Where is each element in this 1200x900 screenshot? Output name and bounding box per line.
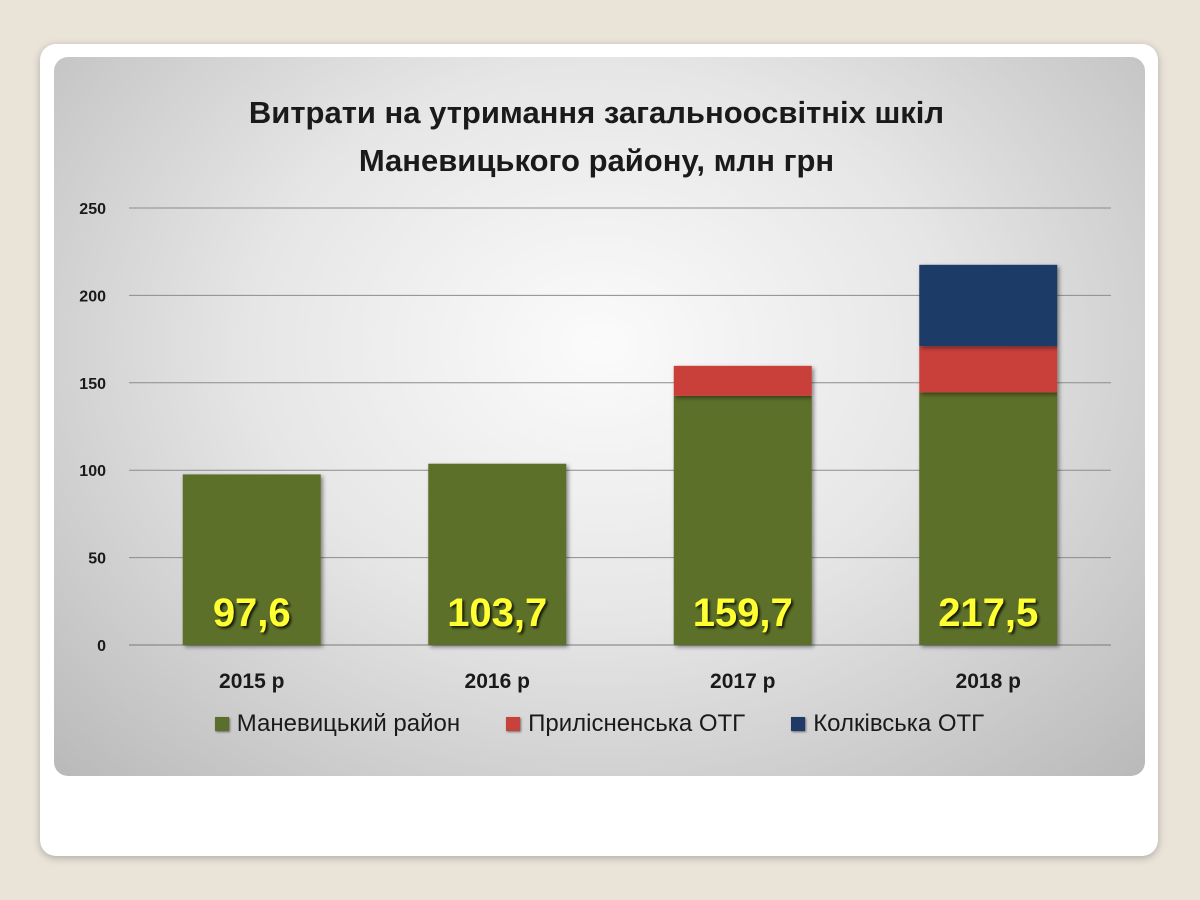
chart-title-line-1: Витрати на утримання загальноосвітніх шк… xyxy=(248,95,945,130)
x-tick-label-1: 2015 р xyxy=(219,670,284,693)
legend-item-kolkivska: Колківська ОТГ xyxy=(791,710,984,738)
bar-2-4 xyxy=(919,346,1058,393)
x-tick-label-2: 2016 р xyxy=(465,670,530,693)
x-tick-label-4: 2018 р xyxy=(956,670,1021,693)
legend-label-prylisnenska: Прилісненська ОТГ xyxy=(528,710,746,737)
legend-label-manevytskyi: Маневицький район xyxy=(236,710,461,737)
bar-2-3 xyxy=(673,365,812,396)
legend-swatch-manevytskyi xyxy=(214,717,229,731)
bar-1-2 xyxy=(428,463,567,645)
chart-panel: Витрати на утримання загальноосвітніх шк… xyxy=(54,57,1145,776)
legend-item-prylisnenska: Прилісненська ОТГ xyxy=(506,710,745,738)
data-label-total-4: 217,5 xyxy=(938,591,1038,635)
legend-label-kolkivska: Колківська ОТГ xyxy=(813,710,985,737)
legend-swatch-prylisnenska xyxy=(506,717,521,731)
data-label-total-2: 103,7 xyxy=(447,591,547,635)
chart-plot-area: 0 50 100 150 200 250 2015 р 97,6 2016 р 103,7 201… xyxy=(79,201,1111,693)
bar-1-3 xyxy=(673,395,812,645)
chart-title: Витрати на утримання загальноосвітніх шк… xyxy=(54,89,1139,185)
legend-swatch-kolkivska xyxy=(791,717,806,731)
bar-1-4 xyxy=(919,392,1058,645)
data-label-total-3: 159,7 xyxy=(693,591,793,635)
chart-legend: Маневицький район Прилісненська ОТГ Колк… xyxy=(54,710,1145,738)
x-tick-label-3: 2017 р xyxy=(710,670,775,693)
legend-item-manevytskyi: Маневицький район xyxy=(214,710,461,738)
y-tick-label-150: 150 xyxy=(79,376,106,393)
data-label-total-1: 97,6 xyxy=(213,591,291,635)
y-tick-label-0: 0 xyxy=(97,638,106,655)
y-tick-label-250: 250 xyxy=(79,201,106,218)
y-tick-label-100: 100 xyxy=(79,463,106,480)
bar-1-1 xyxy=(182,474,321,645)
bar-3-4 xyxy=(919,264,1058,347)
y-tick-label-200: 200 xyxy=(79,288,106,305)
chart-title-line-2: Маневицького району, млн грн xyxy=(358,143,835,178)
y-tick-label-50: 50 xyxy=(88,551,106,568)
